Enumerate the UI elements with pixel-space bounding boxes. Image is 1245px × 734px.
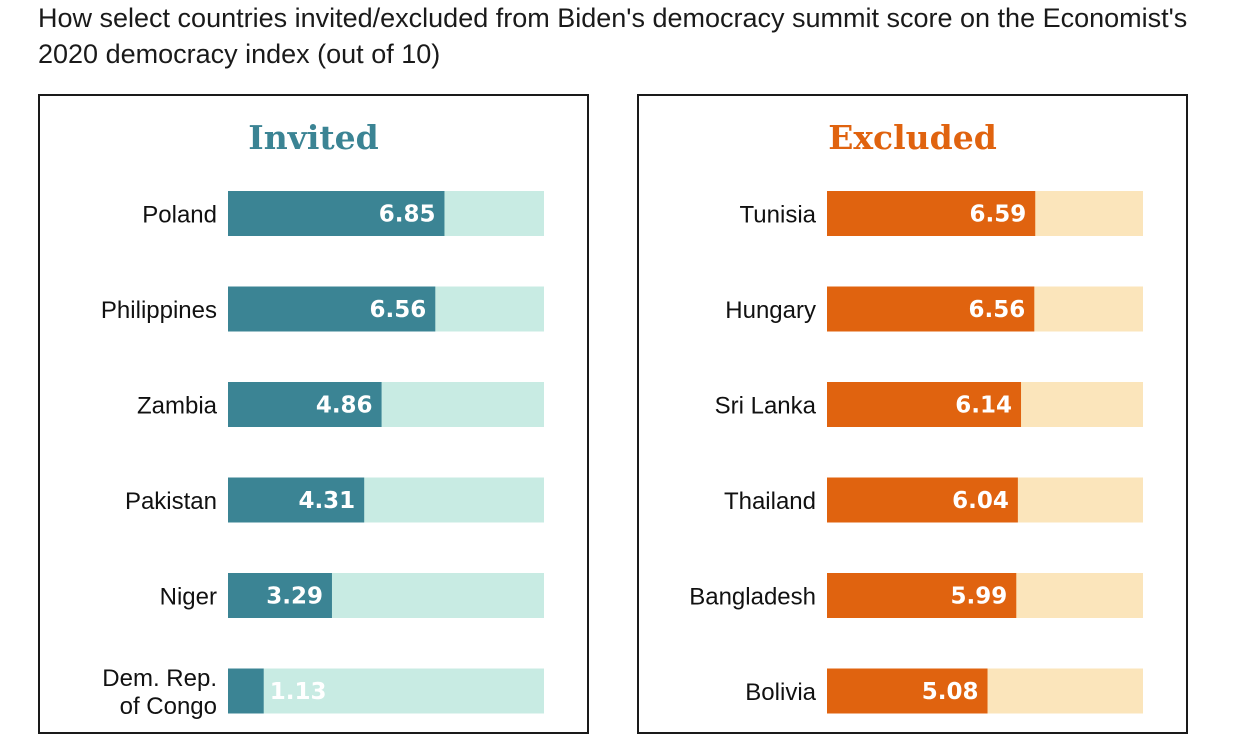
- invited-bar: [228, 668, 264, 714]
- excluded-value-label: 5.99: [951, 584, 1008, 610]
- excluded-category-label: Tunisia: [740, 202, 817, 229]
- invited-bar: [228, 382, 382, 427]
- invited-value-label: 1.13: [270, 679, 327, 705]
- invited-category-label: of Congo: [120, 693, 217, 720]
- excluded-bar: [827, 477, 1018, 523]
- invited-value-label: 6.85: [379, 202, 436, 228]
- excluded-value-label: 6.04: [952, 488, 1009, 514]
- excluded-bar: [827, 286, 1035, 332]
- invited-bar: [228, 191, 445, 236]
- chart-title: How select countries invited/excluded fr…: [38, 3, 1188, 69]
- invited-category-label: Poland: [142, 202, 217, 229]
- excluded-category-label: Bangladesh: [689, 584, 816, 611]
- excluded-bar: [827, 382, 1022, 427]
- excluded-bar-chart: Tunisia 6.59 Hungary 6.56 Sri Lanka 6.14 Thail…: [689, 191, 1143, 714]
- invited-category-label: Pakistan: [125, 488, 217, 515]
- invited-category-label: Zambia: [137, 393, 218, 420]
- invited-value-label: 4.86: [316, 393, 373, 419]
- invited-category-label: Dem. Rep.: [102, 665, 217, 692]
- invited-bar: [228, 573, 332, 618]
- excluded-value-label: 6.59: [969, 202, 1026, 228]
- excluded-category-label: Thailand: [724, 488, 816, 515]
- invited-value-label: 3.29: [266, 584, 323, 610]
- invited-bar: [228, 286, 436, 332]
- excluded-bar: [827, 191, 1036, 236]
- invited-panel: Invited Poland 6.85 Philippines 6.56 Zambia 4…: [38, 94, 589, 734]
- invited-panel-title: Invited: [248, 118, 379, 157]
- excluded-value-label: 6.56: [969, 297, 1026, 323]
- invited-category-label: Philippines: [101, 297, 217, 324]
- excluded-category-label: Sri Lanka: [715, 393, 817, 420]
- excluded-value-label: 6.14: [955, 393, 1012, 419]
- excluded-panel-title: Excluded: [828, 118, 997, 157]
- invited-value-label: 6.56: [370, 297, 427, 323]
- excluded-panel: Excluded Tunisia 6.59 Hungary 6.56 Sri Lanka…: [637, 94, 1188, 734]
- invited-value-label: 4.31: [298, 488, 355, 514]
- excluded-category-label: Hungary: [725, 297, 816, 324]
- invited-bar: [228, 477, 365, 523]
- excluded-bar: [827, 573, 1017, 618]
- invited-bar-chart: Poland 6.85 Philippines 6.56 Zambia 4.86 Pakis…: [101, 191, 544, 720]
- invited-category-label: Niger: [160, 584, 217, 611]
- excluded-value-label: 5.08: [922, 679, 979, 705]
- excluded-category-label: Bolivia: [745, 679, 816, 706]
